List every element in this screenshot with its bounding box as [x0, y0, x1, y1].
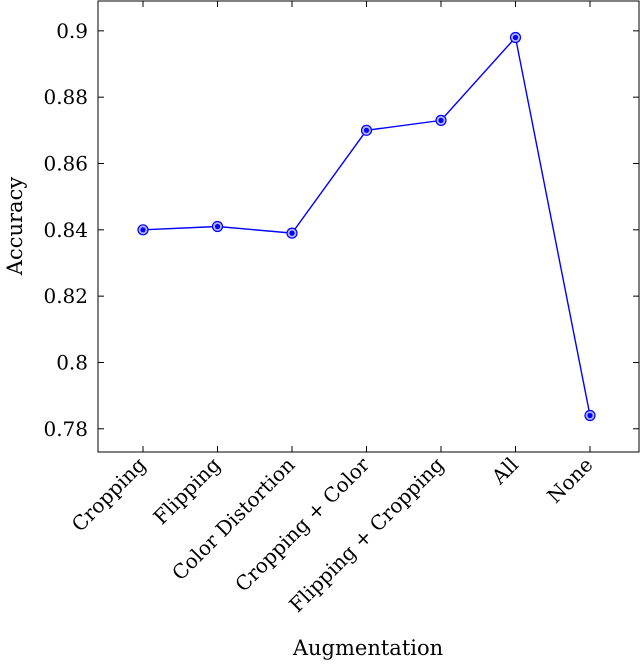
series-line	[142, 35, 591, 416]
y-tick-label: 0.86	[43, 151, 88, 175]
y-tick-label: 0.9	[56, 19, 88, 43]
x-tick-label: All	[486, 453, 523, 490]
y-axis: 0.78 0.8 0.82 0.84 0.86 0.88 0.9	[43, 19, 639, 441]
x-axis-title: Augmentation	[292, 636, 443, 660]
y-tick-label: 0.82	[43, 284, 88, 308]
y-tick-label: 0.78	[43, 417, 88, 441]
plot-frame	[97, 0, 640, 453]
x-tick-label: Cropping	[67, 452, 151, 536]
x-tick-label: Cropping + Color	[230, 452, 374, 596]
data-point-core	[289, 230, 295, 236]
data-point-core	[140, 227, 146, 233]
y-axis-title: Accuracy	[3, 177, 27, 277]
x-tick-label: Flipping	[148, 452, 225, 529]
y-tick-label: 0.84	[43, 218, 88, 242]
data-point-core	[587, 412, 593, 419]
data-point-core	[512, 34, 519, 41]
data-point-core	[214, 223, 221, 230]
data-point-core	[363, 127, 370, 133]
data-point-core	[438, 117, 444, 123]
series-group	[137, 31, 596, 422]
y-tick-label: 0.88	[43, 85, 88, 109]
y-tick-label: 0.8	[56, 350, 88, 374]
x-tick-label: None	[542, 453, 597, 508]
